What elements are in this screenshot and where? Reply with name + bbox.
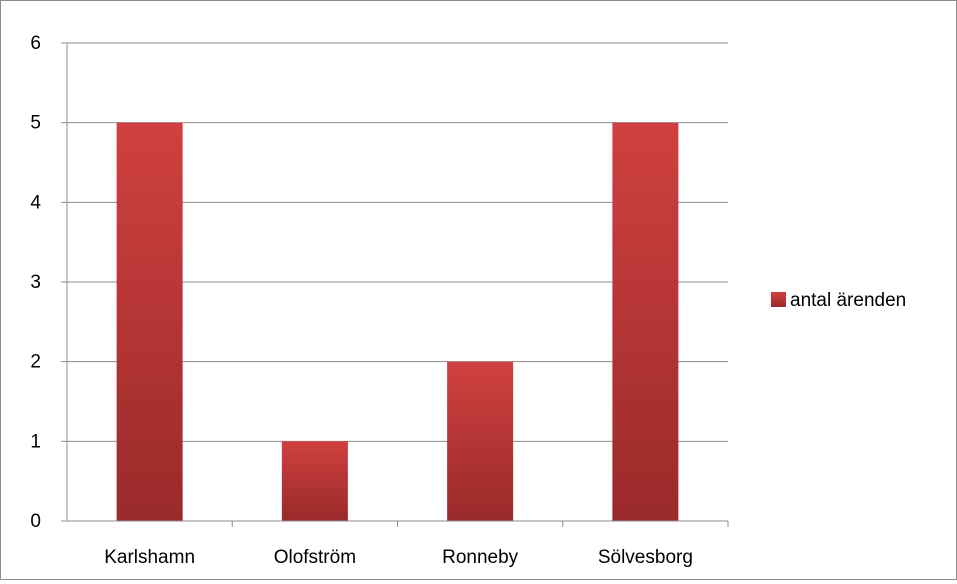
legend-label: antal ärenden (790, 290, 906, 311)
y-tick-label: 0 (30, 511, 41, 532)
x-category-label: Ronneby (442, 547, 519, 568)
bar-sölvesborg (612, 122, 679, 522)
bar-olofström (281, 441, 348, 521)
x-category-label: Olofström (274, 547, 356, 568)
legend: antal ärenden (771, 290, 906, 311)
y-tick-label: 4 (30, 192, 41, 213)
x-category-label: Sölvesborg (598, 547, 693, 568)
y-tick-label: 3 (30, 272, 41, 293)
legend-swatch (771, 292, 786, 307)
x-category-label: Karlshamn (104, 547, 195, 568)
y-tick-label: 2 (30, 352, 41, 373)
bars (116, 122, 679, 522)
y-tick-label: 6 (30, 33, 41, 54)
bar-karlshamn (116, 122, 183, 522)
y-tick-label: 5 (30, 113, 41, 134)
y-tick-label: 1 (30, 431, 41, 452)
bar-ronneby (447, 361, 514, 521)
axes: 0 1 2 3 4 5 6 Karlshamn Olofström Ronneby Sölvesbo… (30, 33, 729, 568)
